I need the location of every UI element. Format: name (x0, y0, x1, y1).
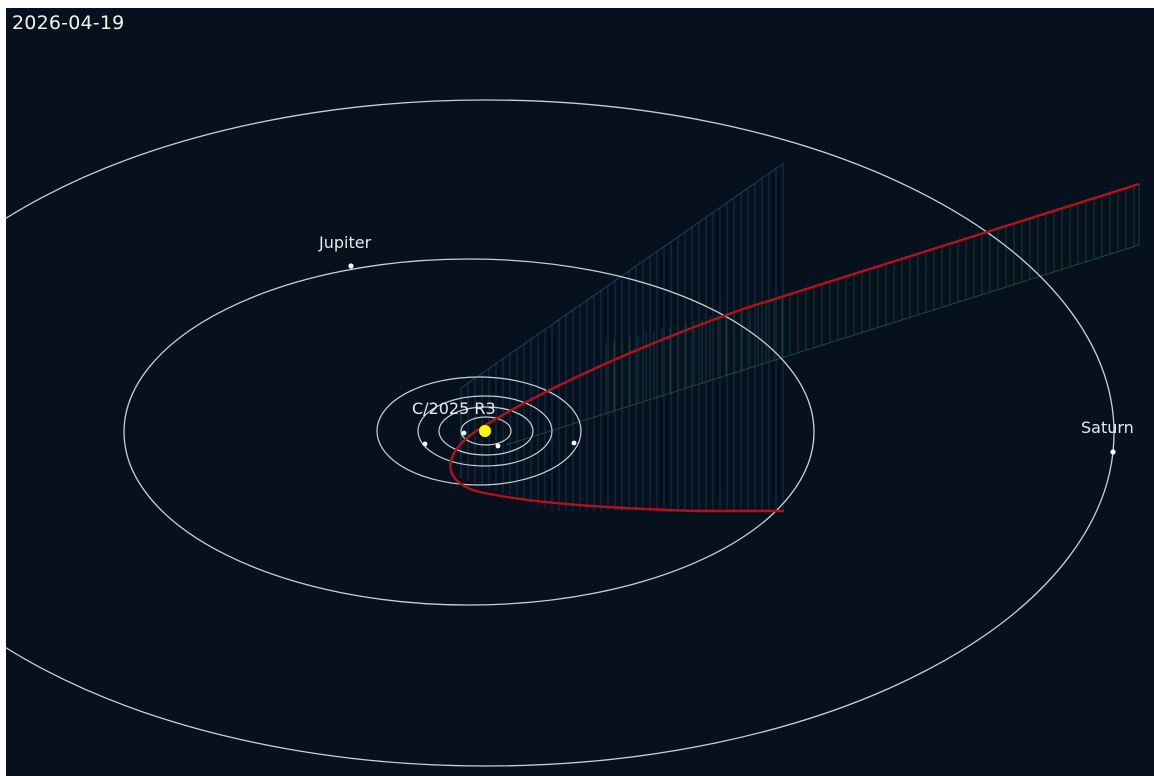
saturn-label: Saturn (1081, 418, 1134, 437)
earth-orbit (417, 395, 553, 467)
venus-marker[interactable] (461, 430, 467, 436)
jupiter-orbit (123, 258, 815, 606)
sun[interactable] (479, 425, 491, 437)
orbit-canvas[interactable]: Jupiter Saturn C/2025 R3 (6, 8, 1154, 776)
earth-marker[interactable] (422, 441, 428, 447)
mars-orbit (376, 376, 582, 486)
comet-label: C/2025 R3 (412, 399, 496, 418)
jupiter-marker[interactable] (348, 263, 354, 269)
hatch-edge (460, 162, 785, 389)
ecliptic-hatching (460, 162, 1140, 511)
hatch-edge (505, 244, 1140, 446)
mercury-marker[interactable] (495, 443, 501, 449)
jupiter-label: Jupiter (318, 233, 372, 252)
venus-orbit (438, 406, 534, 456)
mercury-orbit (460, 416, 512, 446)
mars-marker[interactable] (571, 440, 577, 446)
date-display: 2026-04-19 (12, 12, 125, 34)
saturn-marker[interactable] (1110, 449, 1116, 455)
saturn-orbit (6, 99, 1115, 767)
orbit-viewer[interactable]: Jupiter Saturn C/2025 R3 2026-04-19 (6, 8, 1154, 776)
comet-trajectory[interactable] (449, 182, 1140, 513)
